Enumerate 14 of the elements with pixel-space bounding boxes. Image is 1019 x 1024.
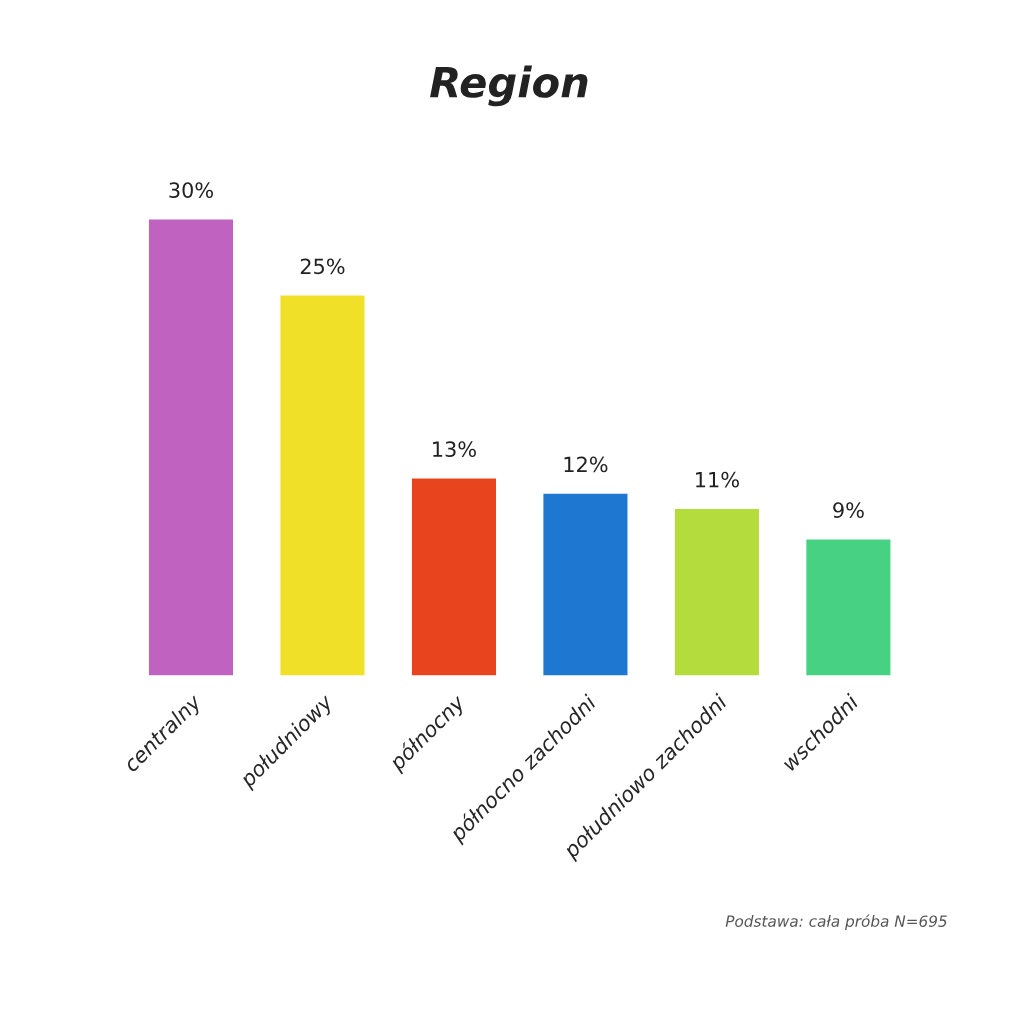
bar — [542, 492, 629, 676]
data-label: 12% — [564, 456, 608, 473]
data-label: 9% — [833, 502, 864, 518]
data-label: 13% — [433, 441, 476, 458]
bar — [279, 294, 366, 676]
data-label: 11% — [696, 471, 739, 488]
bar — [147, 218, 235, 676]
data-label: 25% — [300, 258, 345, 275]
data-label: 30% — [169, 182, 213, 198]
bar — [804, 538, 892, 676]
bar — [410, 477, 498, 676]
bar — [673, 507, 761, 676]
chart-title: Region — [430, 65, 588, 107]
text: Podstawa: cała próba N=695 — [725, 914, 947, 930]
